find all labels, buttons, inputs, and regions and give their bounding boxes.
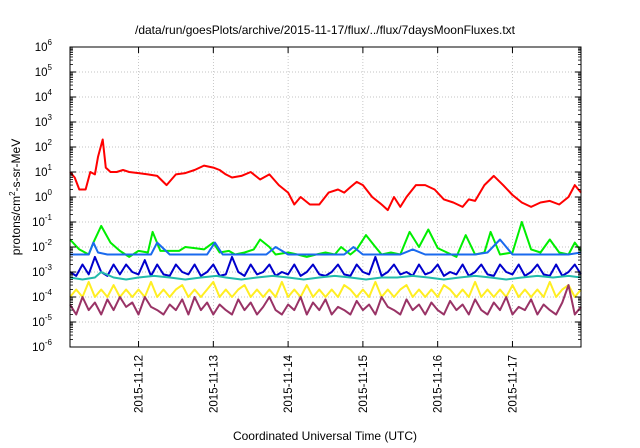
y-tick-base: 10 <box>35 117 48 129</box>
y-tick-label: 100 <box>35 188 53 204</box>
y-tick-base: 10 <box>35 92 48 104</box>
y-tick-label: 10-3 <box>32 263 52 279</box>
y-tick-label: 103 <box>35 113 53 129</box>
y-axis-label-sup: 2 <box>8 191 17 196</box>
y-tick-exponent: 2 <box>48 138 53 147</box>
y-tick-base: 10 <box>32 217 45 229</box>
y-tick-labels: 10-610-510-410-310-210-11001011021031041… <box>32 38 52 354</box>
y-tick-base: 10 <box>32 242 45 254</box>
y-tick-base: 10 <box>35 142 48 154</box>
x-tick-label: 2015-11-15 <box>358 355 370 413</box>
y-tick-label: 10-5 <box>32 313 52 329</box>
series-line-2 <box>69 221 582 258</box>
y-tick-base: 10 <box>35 192 48 204</box>
y-tick-exponent: 6 <box>48 38 53 47</box>
series-line-6 <box>69 280 582 298</box>
y-tick-base: 10 <box>32 342 45 354</box>
y-tick-label: 101 <box>35 163 53 179</box>
y-tick-label: 10-2 <box>32 238 52 254</box>
y-tick-exponent: -3 <box>45 263 53 272</box>
series-line-3 <box>70 238 582 256</box>
y-tick-exponent: -5 <box>45 313 53 322</box>
axis-ticks <box>70 46 581 348</box>
y-axis-label-post: -s-sr-MeV <box>9 139 23 192</box>
y-tick-label: 106 <box>35 38 53 54</box>
y-tick-exponent: 3 <box>48 113 53 122</box>
chart-title: /data/run/goesPlots/archive/2015-11-17/f… <box>135 23 516 37</box>
y-tick-label: 10-4 <box>32 288 52 304</box>
x-tick-label: 2015-11-13 <box>208 355 220 413</box>
y-axis-label: protons/cm2-s-sr-MeV <box>8 139 23 255</box>
y-axis-label-pre: protons/cm <box>9 196 23 255</box>
y-tick-base: 10 <box>32 317 45 329</box>
y-tick-base: 10 <box>32 267 45 279</box>
series-line-4 <box>69 255 582 277</box>
y-tick-base: 10 <box>35 67 48 79</box>
x-axis-label: Coordinated Universal Time (UTC) <box>233 429 417 443</box>
y-tick-base: 10 <box>32 292 45 304</box>
y-tick-exponent: -1 <box>45 213 53 222</box>
x-tick-label: 2015-11-16 <box>433 355 445 413</box>
x-tick-label: 2015-11-12 <box>134 355 146 413</box>
x-tick-label: 2015-11-14 <box>283 354 295 413</box>
series-line-1 <box>69 138 582 212</box>
y-tick-exponent: 1 <box>48 163 53 172</box>
series-lines <box>69 138 582 316</box>
y-tick-label: 10-6 <box>32 338 52 354</box>
y-tick-label: 105 <box>35 63 53 79</box>
x-tick-labels: 2015-11-12 2015-11-13 2015-11-14 2015-11-15… <box>134 354 520 413</box>
y-tick-exponent: -4 <box>45 288 53 297</box>
series-line-7 <box>69 284 582 316</box>
y-tick-label: 104 <box>35 88 53 104</box>
series-line-5 <box>69 271 582 281</box>
y-tick-label: 10-1 <box>32 213 52 229</box>
x-tick-label: 2015-11-17 <box>507 355 519 413</box>
y-tick-exponent: 0 <box>48 188 53 197</box>
y-tick-exponent: 5 <box>48 63 53 72</box>
y-tick-exponent: -6 <box>45 338 53 347</box>
y-tick-base: 10 <box>35 167 48 179</box>
y-tick-label: 102 <box>35 138 53 154</box>
y-tick-exponent: 4 <box>48 88 53 97</box>
y-tick-exponent: -2 <box>45 238 53 247</box>
y-tick-base: 10 <box>35 42 48 54</box>
